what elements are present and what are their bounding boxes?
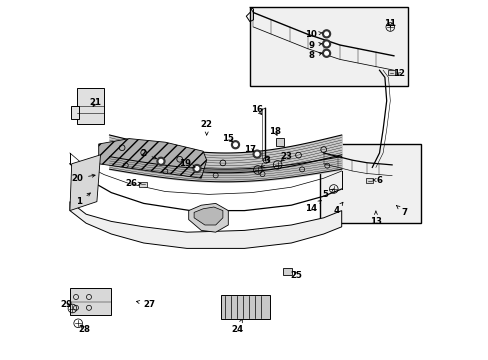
Circle shape bbox=[231, 141, 239, 149]
Circle shape bbox=[193, 165, 201, 172]
Text: 8: 8 bbox=[307, 51, 321, 60]
Polygon shape bbox=[70, 202, 341, 248]
Text: 24: 24 bbox=[231, 319, 243, 334]
Text: 15: 15 bbox=[222, 134, 234, 143]
Circle shape bbox=[324, 51, 327, 55]
Polygon shape bbox=[194, 207, 223, 225]
Bar bbox=[276, 138, 284, 146]
Bar bbox=[249, 7, 407, 86]
Text: 14: 14 bbox=[305, 201, 321, 213]
Text: 27: 27 bbox=[136, 300, 155, 309]
Text: 20: 20 bbox=[71, 174, 95, 183]
Text: 10: 10 bbox=[305, 30, 322, 39]
Text: 16: 16 bbox=[250, 105, 263, 114]
Text: 26: 26 bbox=[125, 179, 141, 188]
Text: 9: 9 bbox=[307, 41, 321, 50]
Text: 23: 23 bbox=[279, 152, 291, 161]
Circle shape bbox=[255, 152, 258, 156]
Circle shape bbox=[322, 40, 330, 48]
Polygon shape bbox=[70, 155, 101, 211]
Text: 21: 21 bbox=[89, 98, 101, 107]
Circle shape bbox=[157, 157, 164, 165]
Polygon shape bbox=[99, 139, 206, 178]
Text: 4: 4 bbox=[332, 202, 342, 215]
Circle shape bbox=[322, 49, 330, 57]
Bar bbox=[366, 178, 373, 183]
Text: 13: 13 bbox=[369, 211, 381, 226]
Bar bbox=[77, 88, 104, 124]
Circle shape bbox=[322, 30, 330, 38]
Text: 6: 6 bbox=[372, 176, 382, 185]
Circle shape bbox=[253, 150, 261, 158]
Bar bbox=[283, 268, 292, 275]
Circle shape bbox=[324, 42, 327, 46]
Text: 17: 17 bbox=[244, 145, 255, 154]
Polygon shape bbox=[188, 203, 228, 232]
Circle shape bbox=[324, 32, 327, 36]
Circle shape bbox=[233, 143, 237, 147]
Text: 28: 28 bbox=[78, 325, 90, 334]
Text: 3: 3 bbox=[261, 156, 270, 167]
Text: 5: 5 bbox=[322, 189, 333, 199]
Bar bbox=[387, 70, 394, 75]
Text: 7: 7 bbox=[396, 206, 407, 217]
Text: 19: 19 bbox=[179, 159, 195, 168]
Text: 18: 18 bbox=[268, 127, 281, 136]
Text: 29: 29 bbox=[60, 300, 72, 309]
Bar bbox=[320, 144, 420, 223]
Text: 25: 25 bbox=[290, 271, 302, 280]
Bar bbox=[70, 288, 111, 315]
Text: 1: 1 bbox=[76, 193, 90, 206]
Bar bbox=[221, 295, 269, 319]
Bar bbox=[71, 106, 79, 119]
Text: 12: 12 bbox=[392, 69, 405, 78]
Bar bbox=[139, 182, 146, 187]
Text: 2: 2 bbox=[141, 149, 156, 159]
Circle shape bbox=[195, 167, 198, 170]
Text: 11: 11 bbox=[384, 19, 395, 28]
Circle shape bbox=[159, 159, 163, 163]
Text: 22: 22 bbox=[200, 120, 212, 135]
